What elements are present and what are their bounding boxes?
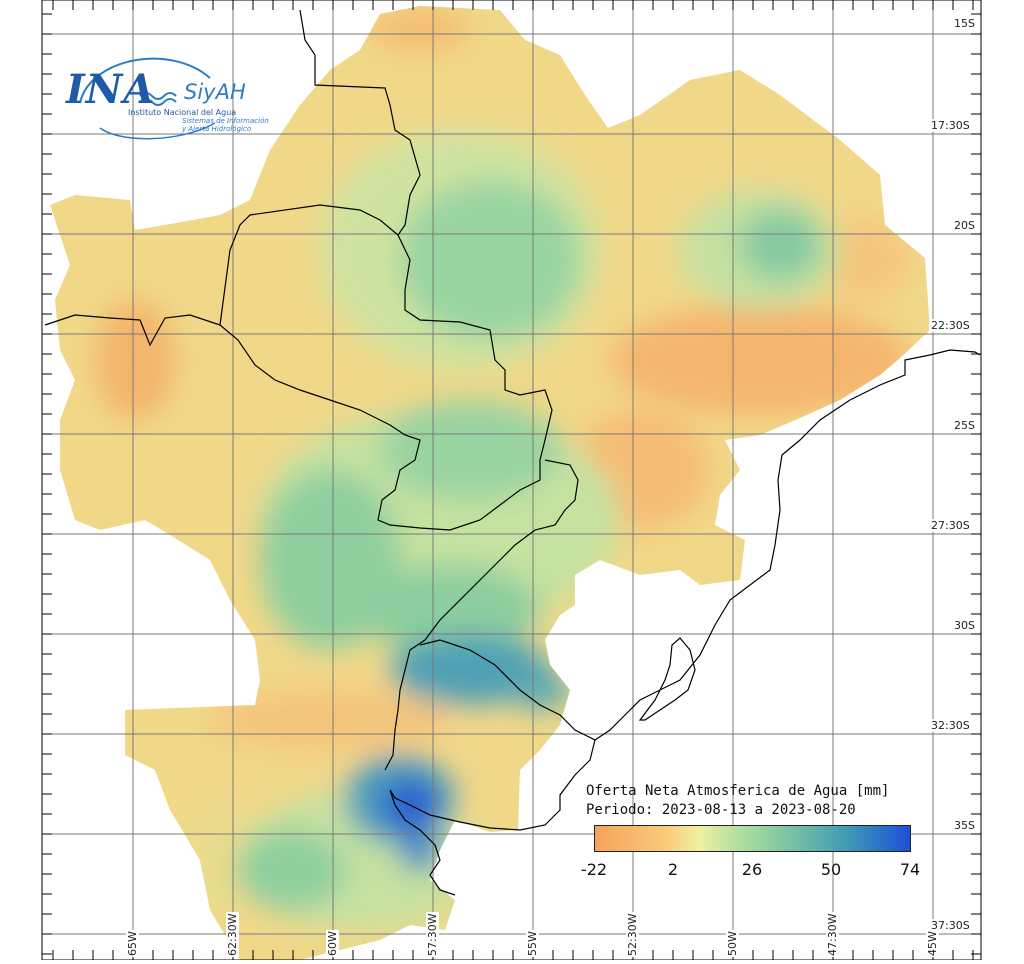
lon-label-60w: 60W: [326, 930, 339, 957]
lat-label-17-30s: 17:30S: [929, 119, 972, 132]
lat-label-32-30s: 32:30S: [929, 719, 972, 732]
colorbar: [594, 825, 911, 852]
logo-subtitle-line2: y Alerta Hidrológico: [182, 125, 252, 133]
borders: [44, 9, 981, 896]
lat-label-25s: 25S: [952, 419, 977, 432]
legend-title: Oferta Neta Atmosferica de Agua [mm]: [586, 783, 890, 799]
colorbar-tick-min: -22: [580, 860, 608, 879]
lon-label-62-30w: 62:30W: [226, 912, 239, 957]
lat-label-15s: 15S: [952, 17, 977, 30]
colorbar-tick-26: 26: [741, 860, 763, 879]
lat-label-22-30s: 22:30S: [929, 319, 972, 332]
logo-system-subtitle: Sistemas de Información y Alerta Hidroló…: [182, 117, 272, 133]
lon-label-47-30w: 47:30W: [826, 912, 839, 957]
lon-label-55w: 55W: [526, 930, 539, 957]
lat-label-27-30s: 27:30S: [929, 519, 972, 532]
logo-subtitle-line1: Sistemas de Información: [182, 117, 269, 125]
legend-period: Periodo: 2023-08-13 a 2023-08-20: [586, 802, 856, 818]
lat-label-30s: 30S: [952, 619, 977, 632]
lon-label-65w: 65W: [126, 930, 139, 957]
lon-label-57-30w: 57:30W: [426, 912, 439, 957]
lon-label-45w: 45W: [926, 930, 939, 957]
lat-lon-grid: [42, 0, 981, 960]
lon-label-50w: 50W: [726, 930, 739, 957]
logo-siyah-text: SiyAH: [184, 80, 246, 104]
longitude-ticks: [52, 0, 974, 960]
colorbar-tick-2: 2: [667, 860, 679, 879]
ina-siyah-logo: [79, 57, 216, 140]
colorbar-tick-max: 74: [899, 860, 921, 879]
logo-ina-text: INA: [66, 66, 156, 113]
lat-label-35s: 35S: [952, 819, 977, 832]
colorbar-tick-50: 50: [820, 860, 842, 879]
logo-institute-text: Instituto Nacional del Agua: [128, 108, 237, 117]
lat-label-20s: 20S: [952, 219, 977, 232]
lat-label-37-30s: 37:30S: [929, 919, 972, 932]
lon-label-52-30w: 52:30W: [626, 912, 639, 957]
